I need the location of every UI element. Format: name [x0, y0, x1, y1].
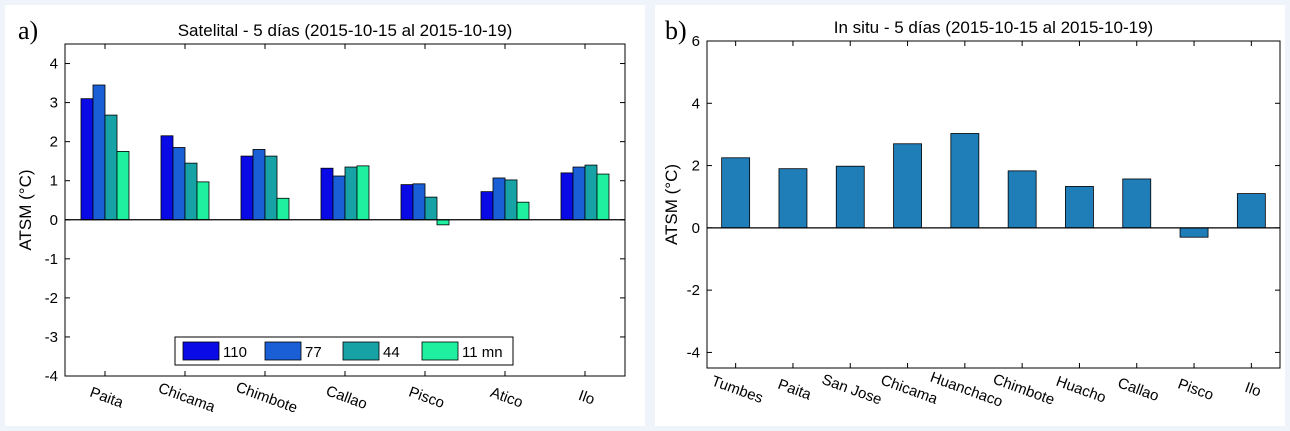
- legend-label: 11 mn: [462, 344, 503, 361]
- bar-paita-1: [92, 84, 106, 221]
- x-tick-label: Chimbote: [233, 379, 299, 417]
- bar-paita-3: [116, 151, 130, 221]
- x-tick-label: Atico: [488, 384, 525, 411]
- x-tick-label: Ilo: [1243, 379, 1264, 400]
- bar-huacho-0: [1065, 186, 1094, 229]
- x-tick-label: Pisco: [1175, 376, 1215, 405]
- y-axis-label: ATSM (°C): [16, 169, 35, 250]
- bar-tumbes-0: [721, 157, 751, 229]
- y-tick-label: 4: [50, 56, 58, 73]
- x-tick-label: Tumbes: [709, 373, 765, 407]
- bar-huanchaco-0: [950, 133, 980, 229]
- y-tick-label: 3: [50, 95, 58, 112]
- bar-callao-0: [1122, 178, 1152, 229]
- y-tick-label: -2: [687, 282, 700, 299]
- legend-label: 44: [383, 344, 400, 361]
- y-tick-label: -1: [45, 251, 58, 268]
- y-tick-label: -4: [45, 368, 58, 385]
- chart-panel-b: b) In situ - 5 días (2015-10-15 al 2015-1…: [655, 5, 1285, 426]
- bar-atico-3: [516, 201, 530, 221]
- bar-chicama-0: [160, 135, 174, 221]
- panel-label: a): [18, 16, 38, 45]
- y-tick-label: -4: [687, 344, 700, 361]
- bar-paita-2: [104, 114, 118, 221]
- y-tick-label: 0: [50, 212, 58, 229]
- bar-ilo-0: [560, 172, 574, 221]
- panel-label: b): [665, 16, 687, 45]
- bar-atico-0: [480, 191, 494, 221]
- chart-a-svg: a) Satelital - 5 días (2015-10-15 al 2015…: [16, 16, 626, 417]
- y-axis-label: ATSM (°C): [662, 164, 681, 245]
- legend-swatch: [182, 341, 220, 361]
- chart-b-svg: b) In situ - 5 días (2015-10-15 al 2015-1…: [662, 16, 1281, 411]
- y-tick-label: -3: [45, 329, 58, 346]
- bar-callao-2: [344, 166, 358, 221]
- bar-chimbote-1: [252, 149, 266, 221]
- y-tick-label: 2: [50, 134, 58, 151]
- y-tick-label: 6: [692, 33, 700, 50]
- plot-frame: [706, 40, 1281, 369]
- bar-chimbote-0: [1007, 170, 1037, 229]
- bar-callao-1: [332, 175, 346, 221]
- y-tick-label: -2: [45, 290, 58, 307]
- bar-chimbote-0: [240, 155, 254, 221]
- y-tick-label: 0: [692, 220, 700, 237]
- bar-chicama-0: [893, 143, 922, 229]
- bar-paita-0: [80, 98, 94, 221]
- legend-swatch: [421, 341, 459, 361]
- x-tick-label: Huacho: [1054, 373, 1108, 407]
- x-tick-label: Huanchaco: [928, 369, 1005, 411]
- bar-pisco-0: [1179, 227, 1209, 238]
- y-tick-label: 4: [692, 95, 700, 112]
- chart-title: In situ - 5 días (2015-10-15 al 2015-10-…: [834, 18, 1153, 37]
- x-tick-label: Callao: [1115, 375, 1161, 406]
- bar-ilo-3: [596, 173, 610, 221]
- bar-pisco-0: [400, 184, 414, 221]
- bar-san-jose-0: [835, 165, 865, 229]
- x-tick-label: Pisco: [406, 384, 446, 413]
- bar-callao-3: [356, 165, 370, 221]
- chart-panel-a: a) Satelital - 5 días (2015-10-15 al 2015…: [5, 5, 645, 426]
- legend-swatch: [342, 341, 380, 361]
- legend-swatch: [264, 341, 302, 361]
- y-tick-label: 1: [50, 173, 58, 190]
- bar-paita-0: [778, 168, 808, 229]
- x-tick-label: San Jose: [819, 371, 884, 408]
- bar-ilo-2: [584, 164, 598, 221]
- bar-chicama-3: [196, 181, 210, 221]
- bar-atico-2: [504, 179, 518, 221]
- x-tick-label: Chicama: [156, 380, 218, 416]
- bar-pisco-3: [436, 219, 450, 226]
- y-tick-label: 2: [692, 158, 700, 175]
- x-tick-label: Callao: [324, 383, 370, 414]
- bar-ilo-0: [1236, 193, 1266, 229]
- bar-chimbote-2: [264, 155, 278, 221]
- bar-pisco-2: [424, 196, 438, 221]
- bar-ilo-1: [572, 166, 586, 221]
- x-tick-label: Paita: [776, 376, 815, 404]
- bar-callao-0: [320, 167, 334, 221]
- x-tick-label: Paita: [88, 384, 127, 412]
- legend-label: 110: [223, 344, 247, 361]
- bar-chimbote-3: [276, 197, 290, 221]
- chart-title: Satelital - 5 días (2015-10-15 al 2015-1…: [178, 21, 513, 40]
- bar-chicama-1: [172, 147, 186, 221]
- bar-pisco-1: [412, 183, 426, 221]
- bar-atico-1: [492, 177, 506, 221]
- bar-chicama-2: [184, 162, 198, 221]
- legend-label: 77: [305, 344, 322, 361]
- x-tick-label: Ilo: [576, 387, 597, 408]
